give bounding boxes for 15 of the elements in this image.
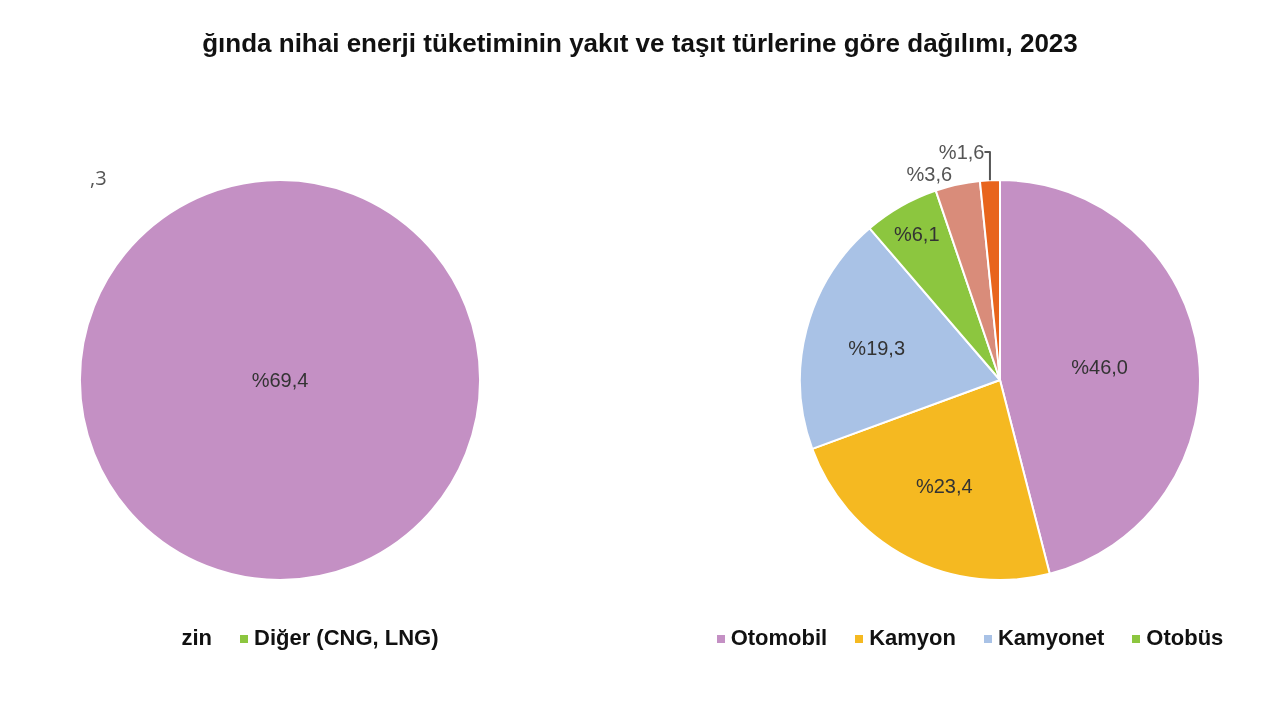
legend-label: Diğer (CNG, LNG)	[254, 625, 439, 650]
data-label: %6,1	[893, 223, 940, 246]
data-label: %1,6	[938, 141, 985, 164]
text: ,3	[90, 164, 107, 191]
legend-label: Kamyon	[869, 625, 956, 650]
legend-label: Otomobil	[730, 625, 828, 650]
data-label: %46,0	[1071, 356, 1128, 379]
legend-label: Kamyonet	[997, 625, 1105, 650]
data-label: %19,3	[848, 336, 906, 359]
category-label: zin	[181, 625, 212, 650]
text: ğında nihai enerji tüketiminin yakıt ve taşıt türlerine göre dağılımı, 2023	[201, 28, 1079, 59]
data-label: %69,4	[251, 369, 309, 391]
data-label: %23,4	[915, 474, 973, 497]
legend-label: Otobüs	[1146, 625, 1224, 650]
data-label: %3,6	[906, 163, 953, 186]
